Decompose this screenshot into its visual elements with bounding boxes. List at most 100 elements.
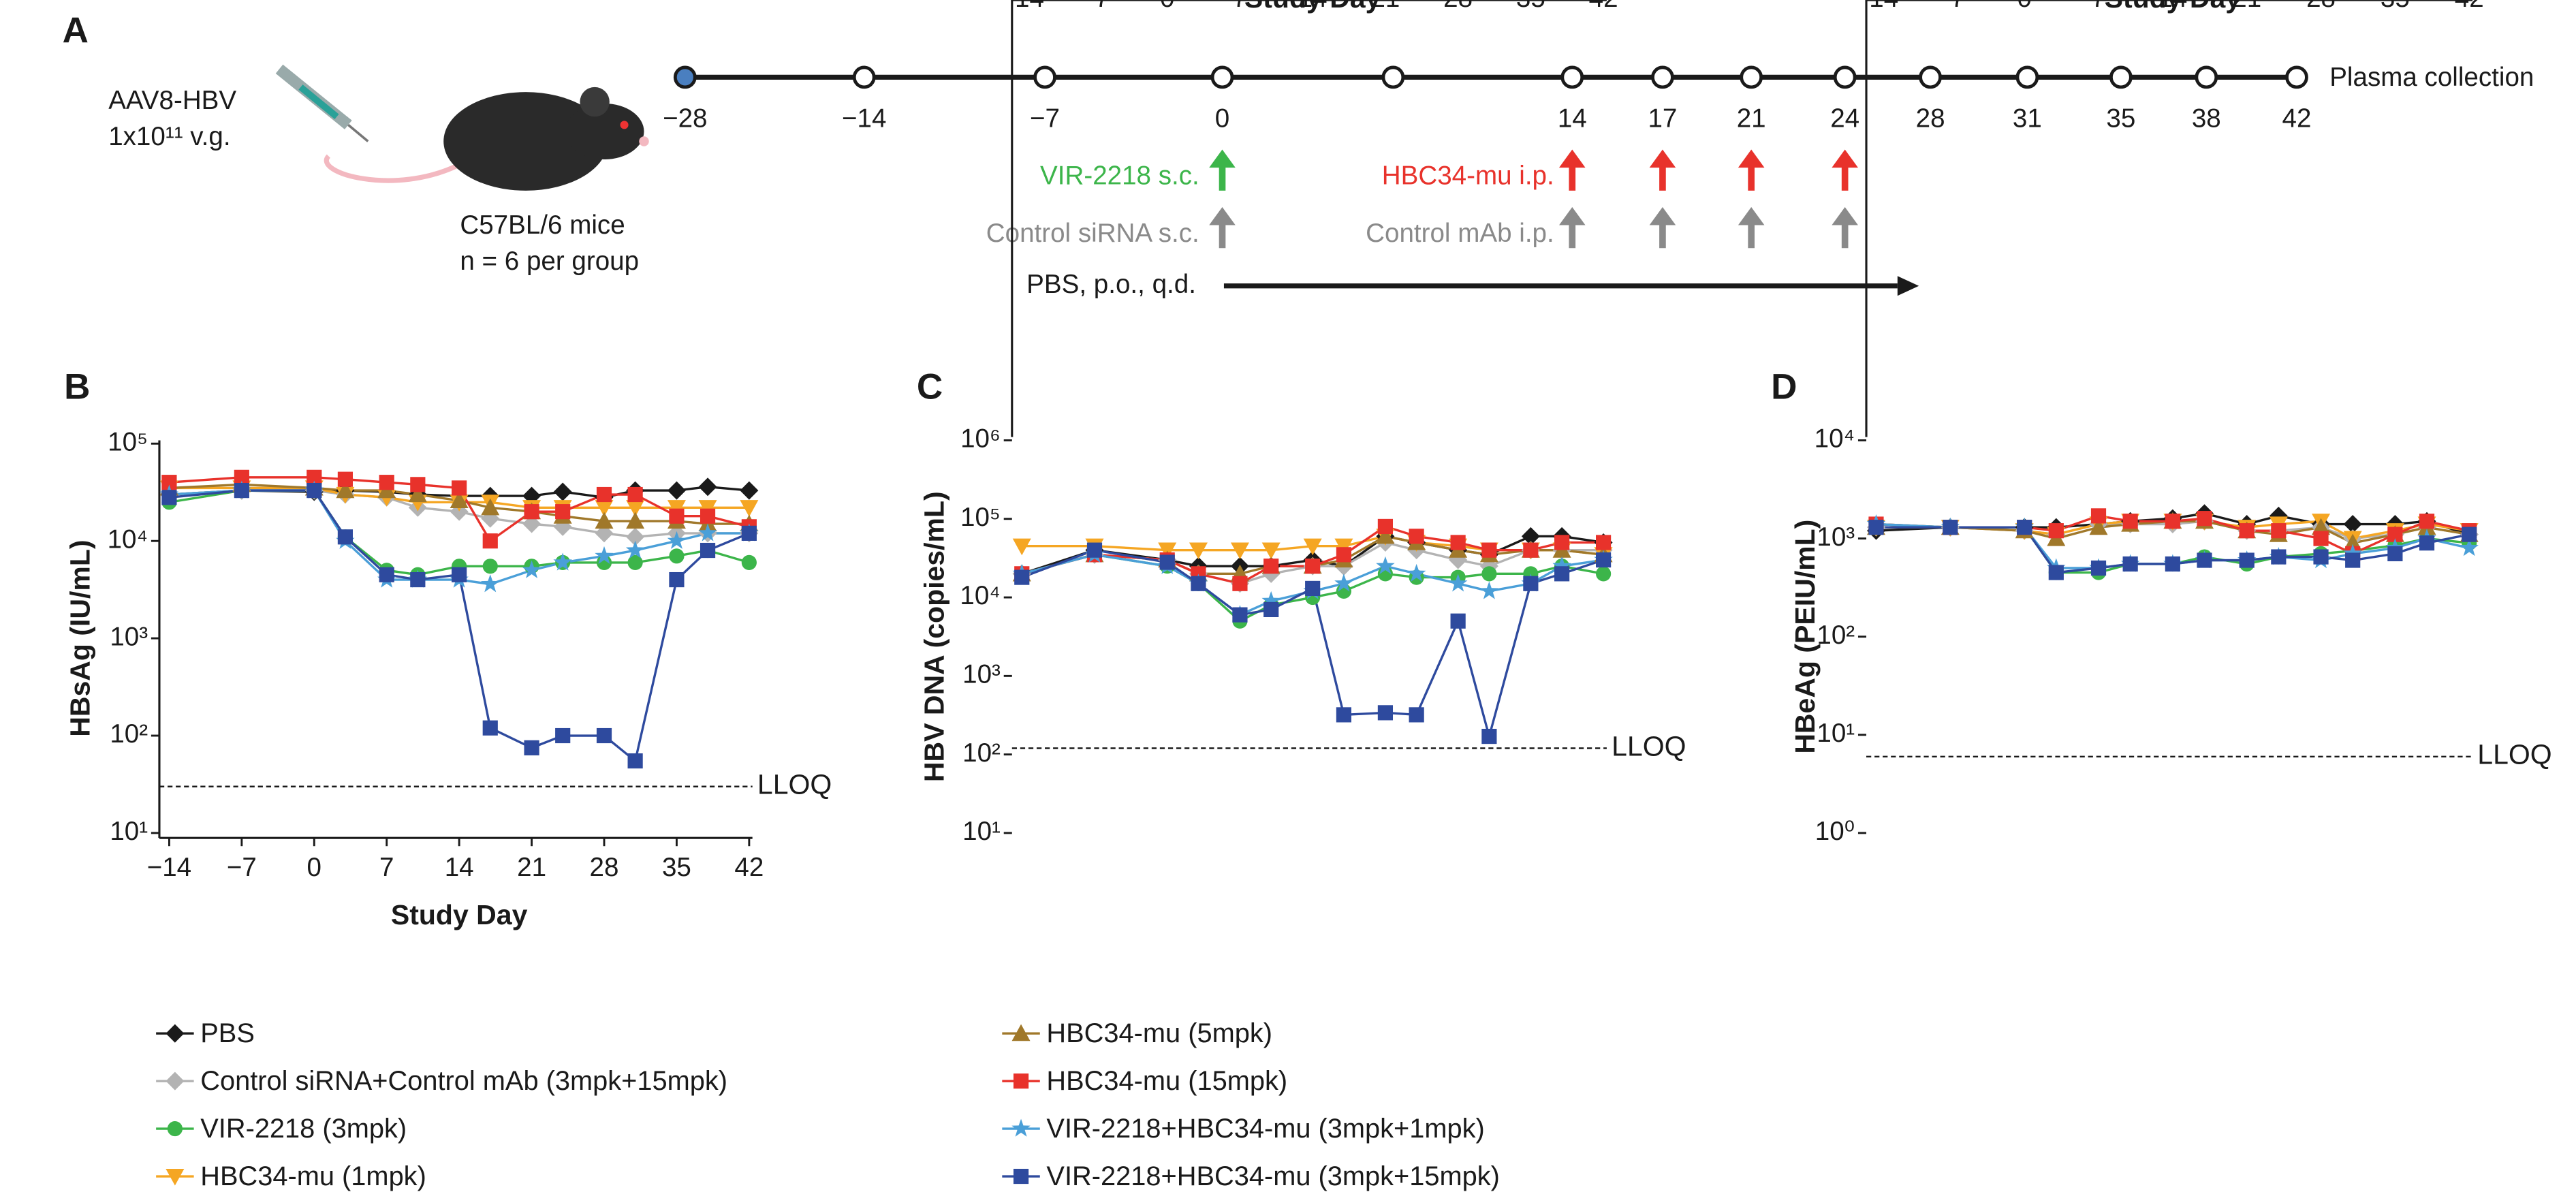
treatment-arrow [1738,149,1765,168]
y-tick-label: 10² [110,719,148,749]
data-point [1409,707,1424,723]
x-tick-label: 0 [307,853,321,882]
data-point [1481,566,1497,582]
data-point [2048,523,2064,539]
data-point [1409,529,1424,544]
legend-marker [1013,1168,1029,1185]
x-tick-label: 21 [1370,0,1400,13]
data-point [2345,552,2361,568]
timeline-day: −7 [1030,104,1060,133]
lloq-label: LLOQ [1612,730,1686,762]
legend-label: HBC34-mu (1mpk) [200,1161,426,1191]
data-point [1189,542,1208,560]
legend-label: VIR-2218 (3mpk) [200,1114,407,1144]
data-point [595,500,614,517]
treatment-arrow [1649,206,1676,225]
data-point [596,486,612,503]
panel-label: A [63,10,89,50]
data-point [408,485,427,503]
x-tick-label: −14 [1854,0,1898,13]
data-point [161,475,177,490]
panel-label: B [64,367,90,407]
timeline-point [852,65,876,89]
data-point [2165,556,2180,572]
data-point [669,508,685,524]
treatment-arrow [1558,149,1586,168]
data-point [2048,565,2064,580]
y-tick-label: 10³ [1817,522,1855,552]
data-point [626,512,645,529]
timeline-point [673,65,697,89]
y-tick-label: 10⁶ [960,424,1001,454]
data-point [698,500,717,517]
data-point [1596,566,1612,582]
legend-label: VIR-2218+HBC34-mu (3mpk+15mpk) [1046,1161,1500,1191]
data-point [1232,576,1248,591]
data-point [307,483,322,499]
treatment-arrow [1209,149,1236,168]
data-point [1086,542,1103,558]
data-point [1336,547,1352,563]
data-point [1012,538,1031,556]
data-point [595,546,614,565]
x-axis-title: Study Day [1244,0,1381,14]
data-point [481,498,500,516]
data-point [700,508,716,524]
series-line [169,489,750,764]
timeline-point [1033,65,1056,89]
data-point [1868,520,1884,535]
timeline-day: 38 [2192,104,2221,133]
data-point [1596,552,1612,568]
data-point [2387,546,2403,561]
timeline-point [2195,65,2218,89]
data-point [553,482,572,501]
data-point [555,504,571,520]
panel-label: C [917,367,943,407]
y-tick-label: 10⁴ [108,524,148,554]
y-tick-label: 10³ [962,660,1001,689]
data-point [1191,576,1206,591]
data-point [161,490,177,505]
data-point [1376,556,1395,574]
data-point [2017,520,2032,535]
data-point [2090,508,2107,524]
data-point [1334,538,1353,556]
treatment-label: PBS, p.o., q.d. [1026,270,1196,299]
data-point [2271,549,2287,565]
data-point [2419,514,2435,529]
y-tick-label: 10⁰ [1815,817,1855,846]
data-point [336,481,355,499]
y-axis-title: HBV DNA (copies/mL) [919,491,950,782]
x-tick-label: −7 [1935,0,1965,13]
data-point [700,542,716,559]
x-axis-title: Study Day [2105,0,2242,14]
data-point [481,509,500,528]
data-point [1943,520,1958,535]
timeline-day: 28 [1916,104,1945,133]
data-point [626,500,645,517]
data-point [1481,542,1497,558]
x-tick-label: −7 [227,853,257,882]
data-point [1554,566,1570,582]
data-point [595,512,614,529]
data-point [1596,535,1612,550]
mice-text: n = 6 per group [460,247,639,276]
y-tick-label: 10¹ [962,817,1001,846]
data-point [452,480,467,496]
y-tick-label: 10³ [110,622,148,651]
treatment-arrow [1832,149,1858,168]
inoculum-text: 1x10¹¹ v.g. [108,122,230,151]
data-point [627,554,643,570]
x-tick-label: −14 [1000,0,1044,13]
treatment-arrow [1558,206,1586,225]
treatment-label: Control siRNA s.c. [986,219,1199,248]
x-tick-label: 14 [445,853,474,882]
legend-marker [167,1120,183,1137]
treatment-arrow [1832,206,1858,225]
data-point [480,574,500,593]
data-point [2165,514,2180,529]
timeline-day: 24 [1830,104,1859,133]
timeline-point [1651,65,1674,89]
data-point [2239,523,2255,539]
